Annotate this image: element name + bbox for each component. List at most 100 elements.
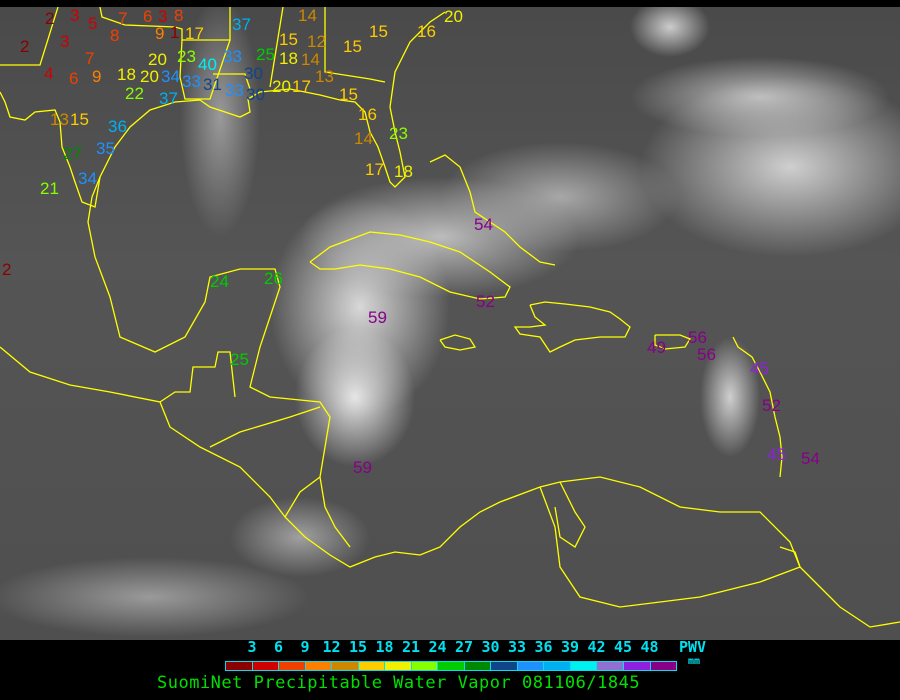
station-pwv-value: 30 (246, 85, 265, 104)
station-pwv-value: 36 (108, 117, 127, 136)
legend-tick-label: 42 (587, 638, 606, 656)
station-pwv-value: 45 (767, 445, 786, 464)
color-scale-swatch (438, 662, 465, 670)
legend-tick-label: 18 (375, 638, 394, 656)
legend-tick-label: 24 (428, 638, 447, 656)
station-pwv-value: 1 (170, 23, 180, 42)
station-pwv-value: 9 (155, 24, 165, 43)
country-border (284, 476, 321, 518)
color-scale-swatch (570, 662, 598, 670)
station-pwv-value: 52 (476, 292, 495, 311)
station-pwv-value: 17 (365, 160, 384, 179)
station-pwv-value: 15 (279, 30, 298, 49)
station-pwv-value: 4 (44, 64, 54, 83)
state-border (0, 7, 59, 66)
station-pwv-value: 54 (801, 449, 820, 468)
station-pwv-value: 33 (182, 72, 201, 91)
color-scale-swatch (385, 662, 412, 670)
legend-tick-label: 45 (614, 638, 633, 656)
station-pwv-value: 7 (85, 49, 95, 68)
station-pwv-value: 6 (143, 7, 153, 26)
coastline-hispaniola (513, 301, 631, 353)
coastline-gulf (0, 11, 446, 208)
station-pwv-value: 14 (298, 6, 317, 25)
station-pwv-value: 40 (198, 55, 217, 74)
color-scale-swatch (358, 662, 386, 670)
state-border (213, 73, 251, 90)
station-pwv-value: 23 (177, 47, 196, 66)
station-pwv-value: 2 (45, 9, 55, 28)
station-pwv-value: 15 (339, 85, 358, 104)
color-scale-swatch (650, 662, 677, 670)
coastline-south-america (554, 481, 586, 548)
station-pwv-value: 15 (369, 22, 388, 41)
legend-tick-label: 9 (300, 638, 310, 656)
station-pwv-value: 21 (40, 179, 59, 198)
coastline-overlay (0, 7, 900, 628)
coastline-jamaica (439, 334, 477, 351)
state-border (99, 7, 231, 41)
color-scale-swatch (411, 662, 439, 670)
station-pwv-value: 15 (70, 110, 89, 129)
station-pwv-value: 31 (203, 75, 222, 94)
legend-tick-label: 15 (349, 638, 368, 656)
station-pwv-value: 37 (232, 15, 251, 34)
color-scale-swatch (332, 662, 359, 670)
legend-tick-label: 3 (247, 638, 257, 656)
coastline-cuba (309, 231, 511, 300)
station-pwv-value: 49 (647, 338, 666, 357)
station-pwv-value: 25 (256, 45, 275, 64)
legend-tick-label: 30 (481, 638, 500, 656)
station-pwv-value: 3 (60, 32, 70, 51)
station-pwv-value: 33 (223, 47, 242, 66)
coastline-bahamas (429, 154, 556, 266)
legend-tick-label: 12 (322, 638, 341, 656)
color-scale-swatch (252, 662, 280, 670)
station-pwv-value: 20 (444, 7, 463, 26)
state-border (269, 7, 284, 88)
station-pwv-value: 56 (697, 345, 716, 364)
station-pwv-value: 8 (174, 6, 184, 25)
station-pwv-value: 13 (50, 110, 69, 129)
coastline-lesser-antilles (732, 336, 783, 478)
station-pwv-value: 7 (118, 9, 128, 28)
station-pwv-value: 54 (474, 215, 493, 234)
station-pwv-value: 6 (69, 69, 79, 88)
color-scale-swatch (305, 662, 333, 670)
station-pwv-value: 33 (225, 81, 244, 100)
station-pwv-value: 13 (315, 67, 334, 86)
coastline-trinidad (779, 546, 801, 568)
color-scale-swatch (517, 662, 545, 670)
station-pwv-value: 3 (70, 6, 80, 25)
station-pwv-value: 56 (688, 328, 707, 347)
station-pwv-value: 17 (185, 24, 204, 43)
country-border (539, 486, 801, 608)
station-pwv-value: 2 (20, 37, 30, 56)
station-pwv-value: 18 (117, 65, 136, 84)
coastline-mexico (87, 176, 281, 368)
color-scale-swatch (464, 662, 492, 670)
color-scale-swatch (226, 662, 253, 670)
color-scale-swatch (491, 662, 518, 670)
unit-label: PWV (679, 638, 707, 656)
legend-tick-label: 48 (640, 638, 659, 656)
station-pwv-value: 59 (368, 308, 387, 327)
station-pwv-value: 18 (279, 49, 298, 68)
coastline-caribbean-ca (249, 366, 351, 548)
station-pwv-value: 37 (159, 89, 178, 108)
color-scale-swatch (279, 662, 306, 670)
station-pwv-value: 2 (2, 260, 12, 279)
coastline-central-america (0, 346, 900, 628)
station-pwv-value: 34 (78, 169, 97, 188)
color-scale-swatch (597, 662, 624, 670)
station-pwv-value: 59 (353, 458, 372, 477)
map-title: SuomiNet Precipitable Water Vapor 081106… (157, 673, 641, 693)
station-pwv-value: 25 (230, 350, 249, 369)
station-pwv-value: 8 (110, 26, 120, 45)
station-pwv-value: 17 (292, 77, 311, 96)
legend-tick-label: 39 (561, 638, 580, 656)
station-pwv-value: 35 (96, 139, 115, 158)
station-pwv-value: 18 (394, 162, 413, 181)
country-border (209, 406, 321, 448)
